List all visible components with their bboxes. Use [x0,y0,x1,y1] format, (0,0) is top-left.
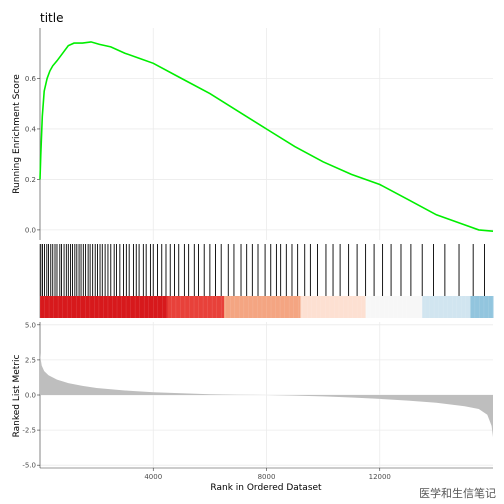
watermark: 医学和生信笔记 [417,485,498,501]
ranked-list-ytick-4: 5.0 [25,321,36,329]
hit-positions-panel [39,244,485,296]
running-enrichment-y-ticks: 0.0 0.2 0.4 0.6 [25,75,40,234]
color-bar-segment-0 [40,296,168,318]
running-enrichment-ytick-1: 0.2 [25,176,36,184]
running-enrichment-ytick-0: 0.0 [25,226,36,234]
chart-title: title [40,11,63,25]
ranked-list-ylabel: Ranked List Metric [12,355,22,438]
ranked-list-metric-panel: -5.0 -2.5 0.0 2.5 5.0 4000 8000 12000 Ranked L… [12,321,493,493]
running-enrichment-ytick-3: 0.6 [25,75,37,83]
rank-color-bar [39,296,494,318]
color-bar-segment-2 [224,296,301,318]
color-bar-segment-4 [365,296,423,318]
ranked-list-y-ticks: -5.0 -2.5 0.0 2.5 5.0 [22,321,40,470]
ranked-list-ytick-3: 2.5 [25,356,36,364]
x-axis-ticks: 4000 8000 12000 [144,468,391,481]
x-tick-1: 8000 [258,473,276,481]
color-bar-segment-3 [300,296,367,318]
ranked-list-ytick-0: -5.0 [22,462,36,470]
running-enrichment-ylabel: Running Enrichment Score [12,74,22,194]
rank-color-bar-panel [39,296,494,318]
hit-lines [40,244,485,296]
ranked-list-metric-area [40,352,493,438]
ranked-list-ytick-1: -2.5 [22,427,36,435]
color-bar-segment-1 [167,296,225,318]
x-tick-0: 4000 [144,473,162,481]
enrichment-score-line [39,41,494,232]
x-tick-2: 12000 [369,473,391,481]
color-bar-segment-5 [422,296,471,318]
x-axis-label: Rank in Ordered Dataset [210,483,322,493]
running-enrichment-ytick-2: 0.4 [25,125,37,133]
running-enrichment-panel: 0.0 0.2 0.4 0.6 Running Enrichment Score [12,28,494,240]
ranked-list-ytick-2: 0.0 [25,392,36,400]
color-bar-segment-6 [470,296,494,318]
